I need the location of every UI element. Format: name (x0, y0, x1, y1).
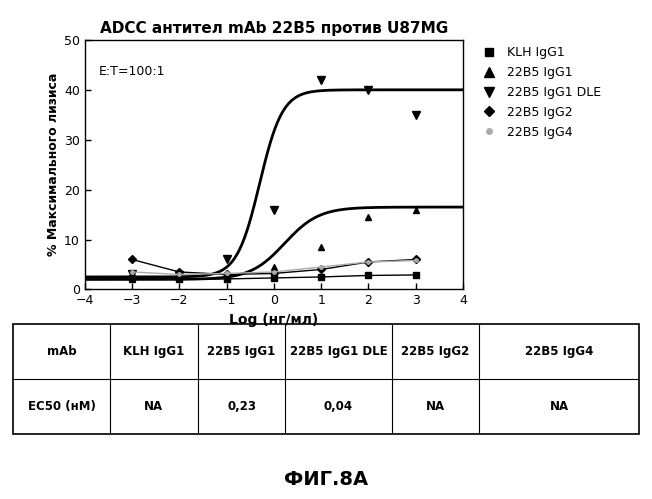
Text: 22B5 IgG4: 22B5 IgG4 (525, 345, 593, 358)
Text: 22B5 IgG1 DLE: 22B5 IgG1 DLE (289, 345, 387, 358)
Text: E:T=100:1: E:T=100:1 (99, 65, 166, 78)
Legend: KLH IgG1, 22B5 IgG1, 22B5 IgG1 DLE, 22B5 IgG2, 22B5 IgG4: KLH IgG1, 22B5 IgG1, 22B5 IgG1 DLE, 22B5… (477, 46, 601, 139)
Text: 0,23: 0,23 (227, 400, 256, 413)
Text: KLH IgG1: KLH IgG1 (123, 345, 185, 358)
Text: NA: NA (144, 400, 164, 413)
Text: NA: NA (426, 400, 445, 413)
Text: 0,04: 0,04 (324, 400, 353, 413)
Text: EC50 (нМ): EC50 (нМ) (27, 400, 95, 413)
Title: ADCC антител mAb 22B5 против U87MG: ADCC антител mAb 22B5 против U87MG (100, 21, 448, 36)
Text: mAb: mAb (47, 345, 76, 358)
Text: 22B5 IgG2: 22B5 IgG2 (402, 345, 469, 358)
X-axis label: Log (нг/мл): Log (нг/мл) (230, 313, 318, 327)
Text: ФИГ.8А: ФИГ.8А (284, 470, 368, 489)
Y-axis label: % Максимального лизиса: % Максимального лизиса (47, 73, 60, 256)
Text: 22B5 IgG1: 22B5 IgG1 (207, 345, 276, 358)
Text: NA: NA (550, 400, 569, 413)
